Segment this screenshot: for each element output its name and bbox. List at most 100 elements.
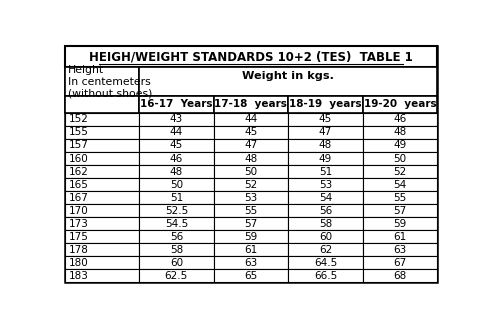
Text: 47: 47 — [244, 141, 258, 151]
Bar — [139, 126, 214, 139]
Bar — [288, 126, 363, 139]
Text: 16-17  Years: 16-17 Years — [140, 99, 213, 109]
Text: 19-20  years: 19-20 years — [364, 99, 436, 109]
Bar — [288, 191, 363, 204]
Text: 60: 60 — [319, 232, 332, 242]
Text: 61: 61 — [393, 232, 407, 242]
Bar — [65, 126, 139, 139]
Bar — [363, 204, 437, 217]
Bar — [288, 113, 363, 126]
Text: 53: 53 — [319, 180, 332, 190]
Text: 50: 50 — [393, 153, 407, 163]
Bar — [214, 139, 288, 152]
Text: 54: 54 — [393, 180, 407, 190]
Bar — [363, 178, 437, 191]
Bar — [139, 165, 214, 178]
Text: 178: 178 — [69, 245, 89, 255]
Text: 66.5: 66.5 — [314, 271, 337, 281]
Bar — [288, 204, 363, 217]
Bar — [65, 230, 139, 243]
Text: 160: 160 — [69, 153, 89, 163]
Bar — [214, 191, 288, 204]
Text: 62: 62 — [319, 245, 332, 255]
Text: 68: 68 — [393, 271, 407, 281]
Bar — [363, 230, 437, 243]
Bar — [65, 256, 139, 269]
Text: 17-18  years: 17-18 years — [215, 99, 287, 109]
Bar — [65, 165, 139, 178]
Text: 180: 180 — [69, 258, 89, 268]
Text: 56: 56 — [170, 232, 183, 242]
Text: 47: 47 — [319, 128, 332, 138]
Bar — [139, 230, 214, 243]
Bar — [214, 178, 288, 191]
Text: HEIGH/WEIGHT STANDARDS 10+2 (TES)  TABLE 1: HEIGH/WEIGHT STANDARDS 10+2 (TES) TABLE … — [89, 50, 413, 63]
Bar — [139, 68, 437, 96]
Text: 51: 51 — [170, 193, 183, 203]
Bar — [214, 204, 288, 217]
Bar — [65, 269, 139, 283]
Text: 155: 155 — [69, 128, 89, 138]
Bar — [139, 139, 214, 152]
Text: 58: 58 — [319, 219, 332, 229]
Text: 63: 63 — [244, 258, 258, 268]
Bar — [214, 269, 288, 283]
Bar — [214, 126, 288, 139]
Text: 54.5: 54.5 — [165, 219, 188, 229]
Text: 53: 53 — [244, 193, 258, 203]
Text: 48: 48 — [319, 141, 332, 151]
Text: 65: 65 — [244, 271, 258, 281]
Text: 49: 49 — [319, 153, 332, 163]
Text: 175: 175 — [69, 232, 89, 242]
Bar — [288, 139, 363, 152]
Bar — [65, 152, 139, 165]
Text: 59: 59 — [244, 232, 258, 242]
Bar — [139, 152, 214, 165]
Text: Height
In centemeters
(without shoes): Height In centemeters (without shoes) — [68, 65, 152, 98]
Text: 55: 55 — [244, 206, 258, 216]
Bar — [363, 113, 437, 126]
Text: 52: 52 — [244, 180, 258, 190]
Bar — [288, 96, 363, 113]
Text: 61: 61 — [244, 245, 258, 255]
Bar — [363, 126, 437, 139]
Bar — [288, 178, 363, 191]
Text: 48: 48 — [393, 128, 407, 138]
Text: 45: 45 — [170, 141, 183, 151]
Bar — [139, 191, 214, 204]
Text: 157: 157 — [69, 141, 89, 151]
Bar — [65, 46, 437, 68]
Text: 44: 44 — [170, 128, 183, 138]
Bar — [214, 256, 288, 269]
Bar — [288, 165, 363, 178]
Text: 43: 43 — [170, 114, 183, 124]
Bar — [288, 230, 363, 243]
Text: 57: 57 — [244, 219, 258, 229]
Bar — [139, 217, 214, 230]
Bar — [214, 165, 288, 178]
Bar — [65, 204, 139, 217]
Text: 46: 46 — [170, 153, 183, 163]
Text: 57: 57 — [393, 206, 407, 216]
Bar — [363, 96, 437, 113]
Bar — [139, 204, 214, 217]
Bar — [65, 191, 139, 204]
Bar — [65, 139, 139, 152]
Bar — [65, 113, 139, 126]
Bar — [363, 256, 437, 269]
Bar — [288, 256, 363, 269]
Bar — [139, 269, 214, 283]
Text: 183: 183 — [69, 271, 89, 281]
Bar — [214, 96, 288, 113]
Text: 44: 44 — [244, 114, 258, 124]
Text: 50: 50 — [170, 180, 183, 190]
Text: 54: 54 — [319, 193, 332, 203]
Bar — [214, 243, 288, 256]
Text: 56: 56 — [319, 206, 332, 216]
Text: 63: 63 — [393, 245, 407, 255]
Text: 45: 45 — [244, 128, 258, 138]
Bar — [363, 269, 437, 283]
Text: 18-19  years: 18-19 years — [289, 99, 362, 109]
Text: 46: 46 — [393, 114, 407, 124]
Bar — [214, 230, 288, 243]
